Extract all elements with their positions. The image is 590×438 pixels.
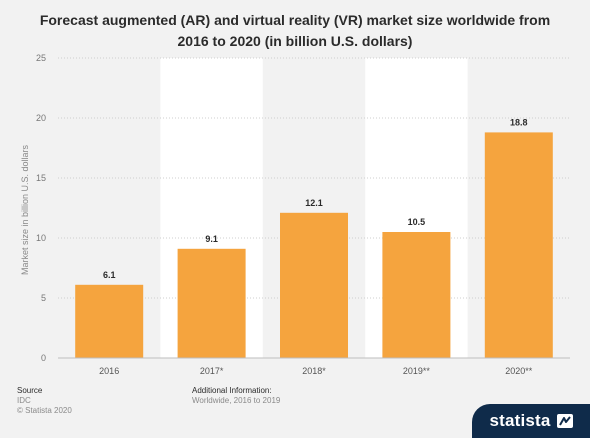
- source-block: Source IDC © Statista 2020: [17, 386, 72, 416]
- source-line: IDC: [17, 396, 31, 405]
- copyright-line: © Statista 2020: [17, 406, 72, 415]
- data-label: 9.1: [205, 234, 218, 244]
- bar: [484, 132, 553, 358]
- y-tick-label: 20: [36, 113, 46, 123]
- y-tick-label: 5: [41, 293, 46, 303]
- x-tick-label: 2019**: [403, 366, 431, 376]
- chart-title-line-1: Forecast augmented (AR) and virtual real…: [39, 12, 551, 28]
- x-tick-label: 2018*: [302, 366, 326, 376]
- y-tick-label: 25: [36, 53, 46, 63]
- data-label: 18.8: [510, 117, 528, 127]
- chart-title: Forecast augmented (AR) and virtual real…: [20, 10, 570, 52]
- source-heading: Source: [17, 386, 43, 395]
- brand-name: statista: [489, 411, 551, 430]
- additional-info-line: Worldwide, 2016 to 2019: [192, 396, 281, 405]
- additional-info-heading: Additional Information:: [192, 386, 272, 395]
- statista-brand[interactable]: statista: [472, 404, 590, 438]
- bar: [280, 212, 348, 358]
- bar: [177, 248, 246, 358]
- y-tick-label: 10: [36, 233, 46, 243]
- bar: [382, 232, 451, 358]
- data-label: 10.5: [408, 217, 426, 227]
- y-tick-label: 0: [41, 353, 46, 363]
- x-tick-label: 2017*: [200, 366, 224, 376]
- data-label: 6.1: [103, 270, 116, 280]
- y-axis-label: Market size in billion U.S. dollars: [20, 144, 30, 276]
- x-tick-label: 2020**: [505, 366, 533, 376]
- data-label: 12.1: [305, 198, 323, 208]
- y-tick-label: 15: [36, 173, 46, 183]
- additional-info-block: Additional Information: Worldwide, 2016 …: [192, 386, 280, 406]
- x-tick-label: 2016: [99, 366, 119, 376]
- statista-logo-icon: [556, 414, 573, 428]
- chart-title-line-2: 2016 to 2020 (in billion U.S. dollars): [177, 33, 413, 49]
- bar: [75, 284, 144, 358]
